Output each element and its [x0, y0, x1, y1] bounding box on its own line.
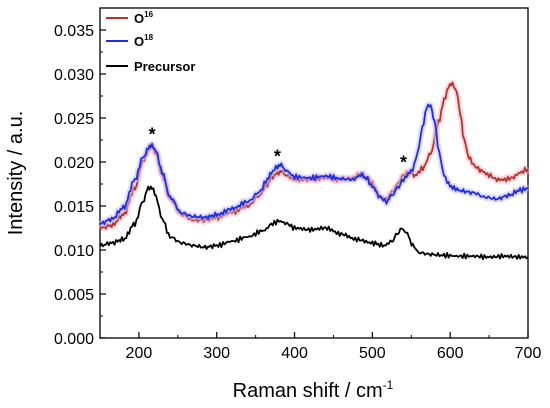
- x-tick-label: 600: [437, 345, 464, 362]
- series-line-o18: [99, 103, 529, 225]
- series-layer: [97, 79, 531, 261]
- x-tick-label: 200: [126, 345, 153, 362]
- series-line-precursor: [99, 185, 529, 261]
- x-tick-label: 400: [281, 345, 308, 362]
- y-tick-label: 0.030: [54, 67, 94, 84]
- peak-asterisk: *: [149, 124, 156, 144]
- y-tick-label: 0.010: [54, 243, 94, 260]
- peak-asterisk: *: [400, 152, 407, 172]
- legend: O16 O18 Precursor: [106, 10, 195, 74]
- x-tick-label: 300: [203, 345, 230, 362]
- y-tick-label: 0.025: [54, 111, 94, 128]
- y-axis-title: Intensity / a.u.: [5, 111, 27, 236]
- y-tick-label: 0.035: [54, 23, 94, 40]
- x-axis-title: Raman shift / cm-1: [233, 378, 394, 402]
- peak-asterisk: *: [274, 146, 281, 166]
- y-tick-label: 0.000: [54, 331, 94, 348]
- x-tick-label: 500: [359, 345, 386, 362]
- y-tick-label: 0.020: [54, 155, 94, 172]
- y-tick-label: 0.005: [54, 287, 94, 304]
- legend-label-o16: O16: [134, 10, 154, 26]
- axis-ticks: 200 300 400 500 600 700 0.000 0.005 0.010 0.015 0.…: [54, 23, 541, 362]
- y-tick-label: 0.015: [54, 199, 94, 216]
- legend-label-o18: O18: [134, 33, 154, 49]
- series-halo-0: [97, 79, 531, 232]
- x-tick-label: 700: [515, 345, 542, 362]
- annotations: * * *: [149, 124, 407, 172]
- series-line-o16: [99, 81, 529, 231]
- legend-label-precursor: Precursor: [134, 59, 195, 74]
